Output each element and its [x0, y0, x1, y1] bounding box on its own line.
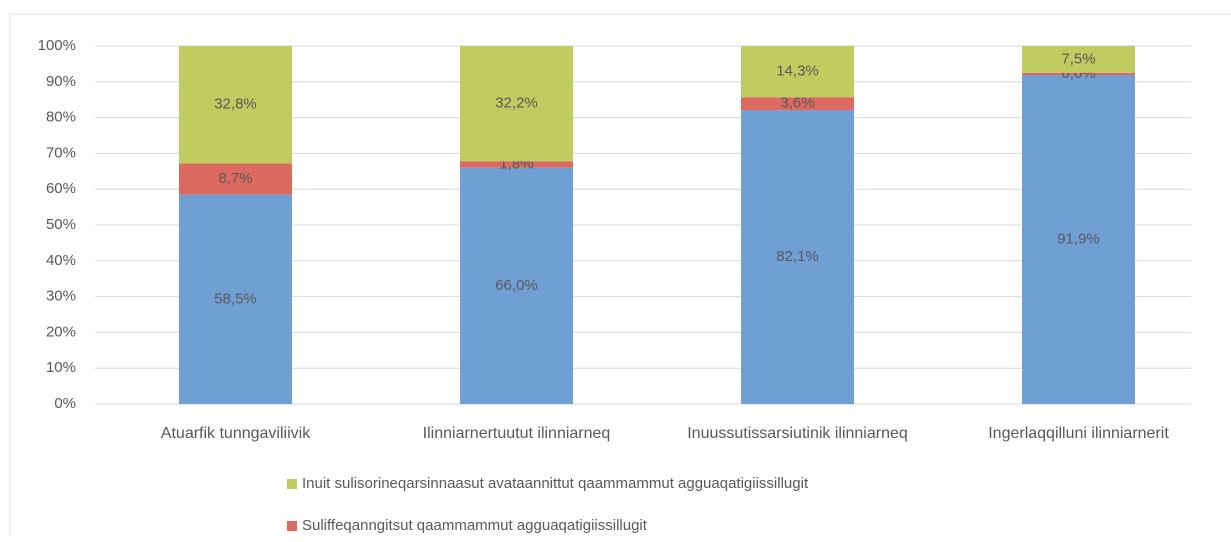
bar-segment — [1022, 46, 1135, 73]
bar-segment — [460, 161, 573, 168]
data-label: 32,2% — [495, 95, 538, 112]
legend-label: Inuit sulisorineqarsinnaasut avataannitt… — [302, 475, 809, 492]
legend-swatch — [287, 521, 297, 531]
data-label: 14,3% — [776, 63, 819, 80]
data-label: 82,1% — [776, 248, 819, 265]
chart-border — [9, 13, 1231, 542]
legend-swatch — [287, 479, 297, 489]
y-tick-label: 50% — [46, 216, 76, 233]
data-label: 32,8% — [214, 96, 257, 113]
data-label: 7,5% — [1061, 50, 1095, 67]
bar-segment — [1022, 74, 1135, 405]
y-tick-label: 10% — [46, 359, 76, 376]
y-tick-label: 0% — [54, 395, 76, 412]
y-tick-label: 60% — [46, 180, 76, 197]
data-label: 8,7% — [218, 170, 252, 187]
y-tick-label: 30% — [46, 288, 76, 305]
legend-label: Suliffeqanngitsut qaammammut agguaqatigi… — [302, 517, 648, 534]
y-tick-label: 20% — [46, 323, 76, 340]
x-tick-label: Ingerlaqqilluni ilinniarnerit — [988, 425, 1169, 442]
y-tick-label: 70% — [46, 144, 76, 161]
bar-segment — [741, 110, 854, 404]
bar-segment — [741, 46, 854, 98]
x-tick-label: Inuussutissarsiutinik ilinniarneq — [687, 425, 908, 442]
x-tick-label: Atuarfik tunngaviliivik — [161, 425, 311, 442]
bar-segment — [460, 167, 573, 404]
y-tick-label: 100% — [38, 37, 76, 54]
data-label: 91,9% — [1057, 230, 1100, 247]
bar-segment — [1022, 72, 1135, 75]
y-tick-label: 40% — [46, 252, 76, 269]
bar-segment — [179, 194, 292, 404]
data-label: 58,5% — [214, 290, 257, 307]
bar-segment — [179, 163, 292, 195]
data-label: 3,6% — [780, 95, 814, 112]
bar-segment — [179, 46, 292, 164]
bar-segment — [460, 46, 573, 162]
data-label: 66,0% — [495, 277, 538, 294]
x-tick-label: Ilinniarnertuutut ilinniarneq — [423, 425, 611, 442]
bar-segment — [741, 97, 854, 111]
y-tick-label: 80% — [46, 109, 76, 126]
y-tick-label: 90% — [46, 73, 76, 90]
